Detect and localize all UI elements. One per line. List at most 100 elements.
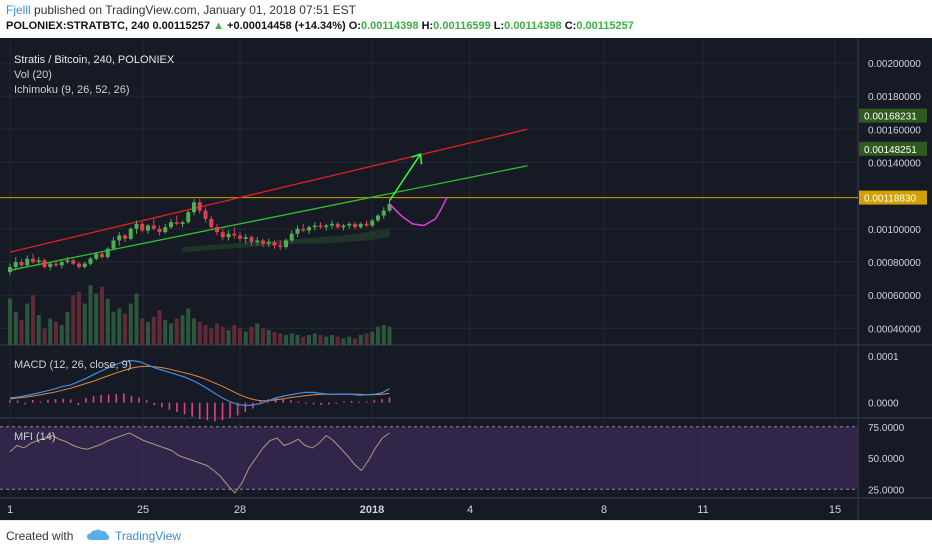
time-tick-label: 1	[7, 504, 13, 516]
volume-bar	[71, 295, 76, 345]
candle-body	[203, 210, 208, 219]
candle-body	[36, 260, 41, 263]
price-tag-box	[859, 141, 927, 156]
volume-bar	[376, 326, 380, 345]
volume-bar	[94, 293, 99, 345]
tradingview-link[interactable]: TradingView	[115, 529, 182, 543]
price-axis[interactable]: 0.00200000 0.00180000 0.00160000 0.00140000…	[859, 59, 927, 496]
volume-bar	[226, 330, 231, 345]
volume-bar	[232, 325, 237, 345]
high-label: H:	[421, 20, 434, 32]
volume-bar	[220, 326, 225, 345]
price-tick-label: 0.00180000	[868, 92, 921, 103]
volume-bar	[364, 333, 369, 345]
published-text: published on TradingView.com, January 01…	[34, 3, 357, 17]
price-pane[interactable]	[0, 128, 858, 345]
volume-bar	[36, 315, 41, 345]
candle-body	[376, 215, 380, 221]
mfi-band	[0, 426, 858, 490]
price-tag-label: 0.00118830	[864, 194, 917, 205]
candle-body	[335, 223, 340, 228]
candle-body	[261, 240, 265, 244]
volume-bar	[341, 338, 346, 345]
volume-bar	[19, 320, 24, 345]
ohlc-line: POLONIEX:STRATBTC, 240 0.00115257 ▲ +0.0…	[6, 20, 634, 32]
candle-body	[312, 225, 317, 228]
candle-body	[353, 223, 357, 228]
price-tick-label: 0.00060000	[868, 291, 921, 302]
price-tag-label: 0.00148251	[864, 145, 917, 156]
mfi-pane[interactable]	[0, 426, 858, 494]
volume-bar	[82, 303, 87, 345]
candle-body	[266, 242, 271, 244]
legend-title: Stratis / Bitcoin, 240, POLONIEX	[14, 54, 175, 66]
volume-bar	[387, 326, 392, 345]
candle-body	[105, 248, 110, 258]
candle-body	[330, 223, 334, 226]
time-axis[interactable]: 1 25 28 2018 4 8 11 15	[7, 504, 841, 516]
price-tag-label: 0.00168231	[864, 112, 917, 123]
close-label: C:	[564, 20, 577, 32]
volume-bar	[13, 311, 18, 345]
macd-pane[interactable]	[9, 360, 391, 422]
price-tick-label: 0.00140000	[868, 158, 921, 169]
volume-bar	[381, 325, 386, 345]
mfi-tick-label: 50.0000	[868, 454, 905, 465]
candle-body	[295, 228, 300, 234]
candle-body	[226, 233, 231, 238]
arrow-head-icon	[411, 153, 423, 165]
publish-line: Fjelll published on TradingView.com, Jan…	[6, 3, 356, 17]
candle-body	[289, 233, 294, 241]
volume-bar	[105, 298, 110, 345]
candle-body	[42, 260, 47, 268]
candle-body	[54, 263, 58, 266]
volume-bar	[272, 331, 277, 345]
up-arrow-icon: ▲	[213, 20, 224, 32]
candle-body	[197, 202, 202, 211]
candle-body	[278, 245, 283, 248]
author-link[interactable]: Fjelll	[6, 3, 31, 17]
close-value: 0.00115257	[576, 20, 634, 32]
volume-bar	[266, 330, 271, 345]
candle-body	[157, 228, 162, 233]
low-label: L:	[493, 20, 505, 32]
time-tick-label: 2018	[360, 504, 384, 516]
volume-bar	[146, 321, 150, 345]
candle-body	[111, 240, 116, 249]
time-tick-label: 15	[829, 504, 841, 516]
candle-body	[88, 258, 93, 264]
candle-body	[255, 240, 260, 243]
candle-body	[19, 262, 24, 266]
volume-bar	[42, 328, 47, 345]
volume-bar	[100, 286, 104, 345]
volume-bar	[324, 336, 329, 345]
chart-svg[interactable]: 0.00200000 0.00180000 0.00160000 0.00140000…	[0, 38, 932, 520]
volume-bar	[151, 316, 156, 345]
volume-bar	[88, 285, 93, 345]
mfi-line	[9, 432, 390, 494]
chart-area[interactable]: 0.00200000 0.00180000 0.00160000 0.00140000…	[0, 38, 932, 520]
candle-body	[174, 222, 179, 224]
candle-body	[8, 267, 12, 272]
volume-bar	[255, 323, 260, 345]
volume-bar	[243, 331, 248, 345]
volume-bar	[335, 336, 340, 345]
volume-bar	[54, 321, 58, 345]
open-value: 0.00114398	[360, 20, 419, 32]
legend-macd: MACD (12, 26, close, 9)	[14, 359, 131, 371]
candle-body	[381, 210, 386, 216]
time-tick-label: 8	[601, 504, 607, 516]
candle-body	[48, 263, 53, 268]
volume-bar	[358, 335, 363, 345]
volume-bar	[347, 336, 352, 345]
candle-body	[192, 202, 196, 213]
volume-bar	[169, 323, 173, 345]
candle-body	[82, 263, 87, 268]
candle-body	[151, 225, 156, 229]
volume-bar	[197, 321, 202, 345]
grid	[0, 38, 932, 520]
candle-body	[249, 237, 254, 243]
macd-line	[9, 360, 390, 407]
volume-bar	[31, 295, 35, 345]
footer: Created with TradingView	[0, 520, 932, 551]
